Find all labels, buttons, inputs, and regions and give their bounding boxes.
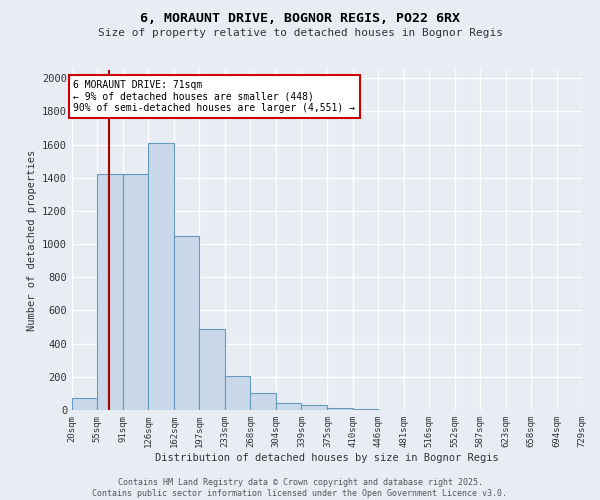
Bar — [225, 376, 250, 410]
Bar — [199, 328, 225, 410]
Bar — [123, 174, 148, 410]
Text: 6 MORAUNT DRIVE: 71sqm
← 9% of detached houses are smaller (448)
90% of semi-det: 6 MORAUNT DRIVE: 71sqm ← 9% of detached … — [73, 80, 355, 113]
Text: Contains HM Land Registry data © Crown copyright and database right 2025.
Contai: Contains HM Land Registry data © Crown c… — [92, 478, 508, 498]
Bar — [174, 236, 199, 410]
X-axis label: Distribution of detached houses by size in Bognor Regis: Distribution of detached houses by size … — [155, 452, 499, 462]
Bar — [97, 174, 123, 410]
Bar — [328, 408, 353, 410]
Bar — [148, 143, 174, 410]
Y-axis label: Number of detached properties: Number of detached properties — [26, 150, 37, 330]
Bar — [276, 404, 301, 410]
Bar — [72, 398, 97, 410]
Text: Size of property relative to detached houses in Bognor Regis: Size of property relative to detached ho… — [97, 28, 503, 38]
Bar — [301, 405, 328, 410]
Text: 6, MORAUNT DRIVE, BOGNOR REGIS, PO22 6RX: 6, MORAUNT DRIVE, BOGNOR REGIS, PO22 6RX — [140, 12, 460, 26]
Bar — [353, 409, 379, 410]
Bar — [250, 392, 276, 410]
